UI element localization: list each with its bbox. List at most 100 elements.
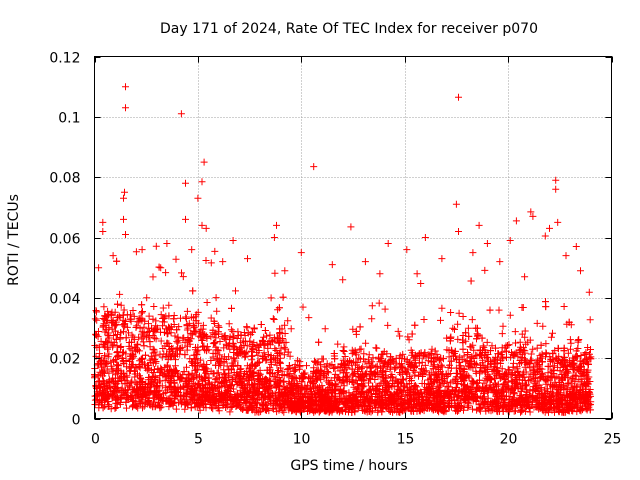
roti-sample-point: [129, 396, 137, 404]
roti-sample-point: [231, 344, 239, 352]
roti-sample-point: [521, 407, 529, 415]
roti-sample-point: [533, 344, 541, 352]
roti-sample-point: [586, 316, 594, 324]
roti-sample-point: [159, 318, 167, 326]
roti-sample-point: [480, 379, 488, 387]
roti-sample-point: [418, 380, 426, 387]
roti-sample-point: [418, 358, 426, 366]
roti-sample-point: [303, 362, 310, 370]
roti-sample-point: [417, 280, 425, 287]
roti-sample-point: [539, 322, 547, 330]
roti-sample-point: [225, 353, 233, 361]
roti-sample-point: [126, 345, 134, 353]
roti-sample-point: [334, 340, 342, 348]
roti-sample-point: [547, 333, 555, 341]
roti-sample-point: [394, 327, 402, 335]
roti-sample-point: [175, 336, 183, 344]
roti-sample-point: [468, 316, 476, 324]
roti-sample-point: [226, 345, 234, 353]
roti-sample-point: [551, 404, 558, 412]
roti-sample-point: [143, 366, 151, 374]
roti-sample-point: [149, 369, 157, 376]
roti-sample-point: [510, 407, 518, 415]
roti-sample-point: [139, 338, 147, 346]
roti-sample-point: [277, 344, 285, 352]
roti-sample-point: [145, 312, 153, 320]
roti-sample-point: [345, 389, 353, 397]
roti-sample-point: [457, 362, 465, 370]
roti-sample-point: [473, 384, 481, 392]
roti-sample-point: [184, 334, 192, 341]
roti-sample-point: [290, 367, 298, 375]
roti-sample-point: [111, 308, 119, 316]
roti-sample-point: [411, 382, 419, 390]
roti-sample-point: [125, 329, 132, 337]
roti-sample-point: [396, 369, 403, 376]
roti-sample-point: [521, 327, 529, 335]
roti-sample-point: [267, 294, 275, 302]
roti-sample-point: [312, 358, 320, 366]
roti-sample-point: [260, 333, 268, 341]
roti-sample-point: [566, 336, 574, 344]
roti-sample-point: [167, 329, 175, 337]
roti-sample-point: [91, 315, 99, 323]
roti-sample-point: [470, 346, 478, 354]
roti-sample-point: [196, 406, 204, 414]
roti-sample-point: [286, 352, 294, 360]
roti-sample-point: [584, 344, 592, 351]
roti-sample-point: [162, 269, 170, 277]
roti-sample-point: [560, 303, 568, 310]
roti-sample-point: [365, 351, 373, 359]
roti-sample-point: [331, 370, 339, 378]
roti-sample-point: [137, 375, 145, 383]
roti-sample-point: [223, 387, 231, 394]
roti-sample-point: [232, 287, 239, 295]
roti-sample-point: [112, 404, 120, 411]
roti-sample-point: [117, 301, 125, 309]
roti-sample-point: [195, 361, 203, 369]
roti-sample-point: [303, 390, 311, 398]
roti-sample-point: [223, 401, 231, 409]
roti-sample-point: [199, 321, 207, 329]
roti-sample-point: [96, 350, 104, 357]
roti-sample-point: [517, 343, 524, 351]
roti-sample-point: [526, 336, 534, 344]
roti-sample-point: [229, 339, 237, 347]
roti-sample-point: [542, 340, 550, 348]
roti-sample-point: [150, 303, 158, 310]
roti-sample-point: [132, 248, 140, 256]
roti-sample-point: [211, 331, 219, 338]
roti-sample-point: [280, 351, 288, 359]
roti-sample-point: [325, 379, 333, 387]
roti-sample-point: [445, 353, 453, 361]
roti-sample-point: [139, 393, 147, 401]
roti-sample-point: [271, 269, 279, 277]
roti-sample-point: [357, 345, 365, 353]
roti-sample-point: [328, 361, 336, 368]
roti-sample-point: [585, 288, 593, 296]
roti-sample-point: [149, 345, 157, 353]
roti-sample-point: [305, 314, 313, 322]
roti-sample-point: [359, 383, 367, 391]
roti-sample-point: [220, 358, 228, 365]
roti-sample-point: [506, 311, 514, 319]
roti-sample-point: [577, 352, 585, 359]
roti-sample-point: [586, 386, 594, 393]
roti-sample-point: [211, 378, 219, 386]
roti-sample-point: [469, 341, 477, 349]
roti-sample-point: [207, 333, 215, 341]
roti-sample-point: [182, 315, 190, 322]
roti-sample-point: [105, 350, 113, 358]
roti-sample-point: [262, 386, 270, 394]
roti-sample-point: [404, 333, 412, 341]
roti-sample-point: [194, 308, 202, 316]
roti-sample-point: [425, 389, 433, 396]
roti-sample-point: [96, 368, 104, 376]
roti-sample-point: [243, 323, 251, 331]
roti-sample-point: [459, 313, 467, 320]
roti-sample-point: [438, 304, 446, 312]
roti-sample-point: [380, 362, 388, 370]
roti-sample-point: [191, 362, 199, 370]
roti-sample-point: [229, 374, 237, 382]
roti-sample-point: [129, 361, 137, 369]
